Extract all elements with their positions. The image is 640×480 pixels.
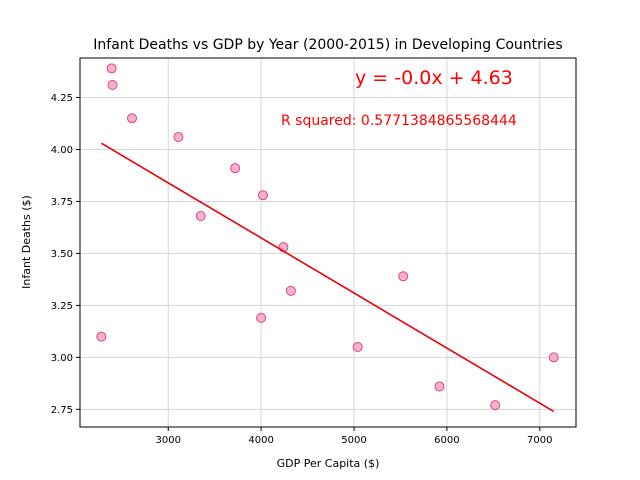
y-tick-label: 4.00 (51, 145, 73, 156)
points-layer (96, 63, 559, 411)
x-tick-label: 4000 (248, 435, 273, 446)
data-point (256, 312, 267, 323)
data-point (106, 63, 117, 74)
x-tick-label: 7000 (527, 435, 552, 446)
plot-frame (79, 57, 577, 428)
regression-equation: y = -0.0x + 4.63 (355, 67, 513, 89)
data-point (107, 80, 118, 91)
regression-layer (100, 142, 555, 413)
data-point (257, 190, 268, 201)
data-point (398, 271, 409, 282)
r-squared-annotation: R squared: 0.5771384865568444 (281, 113, 517, 129)
regression-line (100, 142, 555, 413)
x-tick-label: 6000 (434, 435, 459, 446)
data-point (195, 210, 206, 221)
x-tick-label: 3000 (156, 435, 181, 446)
data-point (127, 113, 138, 124)
y-tick-label: 4.25 (51, 93, 73, 104)
data-point (548, 352, 559, 363)
y-tick-label: 3.75 (51, 197, 73, 208)
y-tick-label: 3.00 (51, 353, 73, 364)
data-point (352, 341, 363, 352)
y-tick-label: 2.75 (51, 405, 73, 416)
data-point (230, 163, 241, 174)
ticks-layer: 3000 4000 5000 6000 7000 2.75 3.00 3.25 3.50 3.75… (51, 93, 553, 446)
y-tick-label: 3.50 (51, 249, 73, 260)
data-point (285, 285, 296, 296)
data-point (434, 381, 445, 392)
data-point (96, 331, 107, 342)
data-point (490, 400, 501, 411)
x-tick-label: 5000 (341, 435, 366, 446)
chart-title: Infant Deaths vs GDP by Year (2000-2015)… (93, 37, 562, 53)
data-point (173, 131, 184, 142)
y-axis-label: Infant Deaths ($) (20, 195, 33, 289)
x-axis-label: GDP Per Capita ($) (277, 457, 380, 470)
grid-layer (80, 58, 576, 427)
y-tick-label: 3.25 (51, 301, 73, 312)
